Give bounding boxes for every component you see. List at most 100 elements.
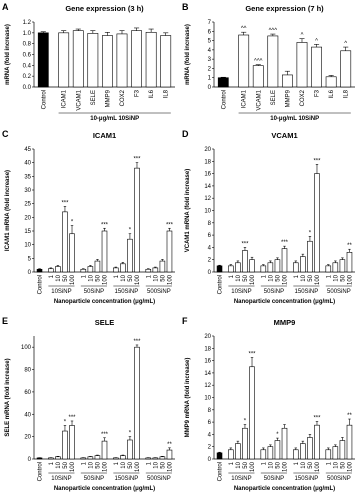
x-tick-label: Control — [41, 90, 47, 109]
y-axis-label: SELE mRNA (fold increase) — [5, 358, 11, 436]
x-tick-label: 10 — [236, 461, 242, 468]
bar — [166, 230, 173, 273]
bar — [145, 457, 152, 460]
bar — [314, 173, 320, 273]
x-tick-label: 1 — [81, 274, 87, 278]
x-tick-label: IL6 — [149, 89, 155, 98]
x-tick-label: 100 — [135, 274, 141, 285]
panel-letter: F — [182, 316, 188, 326]
x-tick-label: 100 — [103, 274, 109, 285]
bar — [242, 427, 248, 460]
x-tick-label: 50 — [308, 461, 314, 468]
bar — [217, 77, 229, 88]
bar — [152, 457, 159, 460]
bar — [252, 65, 264, 88]
x-tick-label: 100 — [167, 461, 173, 472]
x-tick-label: 50 — [340, 274, 346, 281]
group-label: 500SiNP — [327, 476, 351, 482]
group-label: 150SiNP — [295, 289, 319, 295]
significance: *** — [69, 415, 77, 421]
x-tick-label: 10 — [153, 274, 159, 281]
bar — [216, 452, 223, 460]
x-tick-label: 50 — [340, 461, 346, 468]
bar — [72, 30, 84, 88]
panel-letter: D — [182, 129, 189, 139]
y-tick-label: 100 — [21, 345, 32, 351]
bar — [152, 267, 159, 273]
y-tick-label: 12 — [204, 383, 211, 389]
panel-letter: A — [2, 2, 9, 12]
x-tick-label: 10 — [56, 274, 62, 281]
y-tick-label: 0.6 — [23, 53, 32, 59]
x-tick-label: Control — [218, 275, 224, 294]
bar — [145, 268, 152, 273]
y-tick-label: 40 — [24, 412, 31, 418]
bar — [311, 46, 322, 88]
significance: ^^ — [241, 26, 247, 32]
bar — [274, 440, 281, 460]
y-tick-label: 4 — [208, 432, 212, 438]
x-tick-label: SELE — [91, 90, 97, 105]
x-tick-label: 100 — [347, 274, 353, 285]
significance: * — [309, 230, 312, 236]
bar — [69, 425, 75, 460]
x-tick-label: 1 — [49, 274, 55, 278]
group-label: 50SiNP — [84, 476, 104, 482]
bar — [293, 262, 299, 273]
bar — [325, 76, 337, 88]
bar — [228, 449, 234, 460]
significance: *** — [133, 339, 141, 345]
significance: * — [71, 220, 74, 226]
x-tick-label: 50 — [160, 461, 166, 468]
bar — [340, 50, 352, 88]
y-tick-label: 6 — [208, 420, 212, 426]
bar — [325, 265, 332, 273]
y-tick-label: 20 — [204, 334, 211, 340]
x-tick-label: 1 — [294, 274, 300, 278]
x-tick-label: 10 — [88, 274, 94, 281]
y-tick-label: 7 — [208, 20, 212, 26]
x-tick-label: 1 — [146, 461, 152, 465]
y-tick-label: 4 — [208, 245, 212, 251]
panel-letter: B — [182, 2, 189, 12]
x-tick-label: 1 — [49, 461, 55, 465]
bar — [332, 262, 339, 273]
group-label: 50SiNP — [84, 289, 104, 295]
group-label: 50SiNP — [264, 289, 284, 295]
y-tick-label: 5 — [28, 256, 32, 262]
x-tick-label: 10 — [153, 461, 159, 468]
y-tick-label: 1.0 — [23, 31, 32, 37]
bar — [120, 455, 126, 460]
bar — [166, 449, 173, 460]
y-tick-label: 14 — [204, 184, 211, 190]
y-axis-label: ICAM1 mRNA (fold increase) — [5, 170, 11, 251]
x-axis-label: Nanoparticle concentration (μg/mL) — [54, 486, 155, 492]
x-tick-label: 50 — [128, 274, 134, 281]
x-tick-label: IL8 — [164, 89, 170, 98]
bar — [127, 238, 133, 273]
bar — [87, 33, 99, 88]
bar — [101, 230, 108, 273]
x-tick-label: 100 — [103, 461, 109, 472]
bar — [36, 457, 43, 460]
x-tick-label: 100 — [315, 461, 321, 472]
x-tick-label: 1 — [229, 274, 235, 278]
y-tick-label: 1 — [208, 76, 212, 82]
x-tick-label: Control — [218, 462, 224, 481]
y-tick-label: 0.4 — [23, 63, 32, 69]
group-label: 150SiNP — [115, 476, 139, 482]
bar — [293, 449, 299, 460]
x-tick-label: SELE — [271, 90, 277, 105]
x-tick-label: 50 — [243, 461, 249, 468]
x-tick-label: 50 — [308, 274, 314, 281]
x-tick-label: 50 — [95, 274, 101, 281]
significance: *** — [133, 157, 141, 163]
significance: ** — [347, 413, 352, 419]
group-label: 10SiNP — [231, 289, 251, 295]
x-tick-label: 10 — [333, 461, 339, 468]
group-label: 10-μg/mL 10SiNP — [90, 116, 139, 122]
x-tick-label: 100 — [167, 274, 173, 285]
x-tick-label: 10 — [301, 274, 307, 281]
y-tick-label: 3 — [208, 57, 212, 63]
panel: C ICAM1 ICAM1 mRNA (fold increase) 0 5 10 15 20… — [2, 129, 175, 305]
